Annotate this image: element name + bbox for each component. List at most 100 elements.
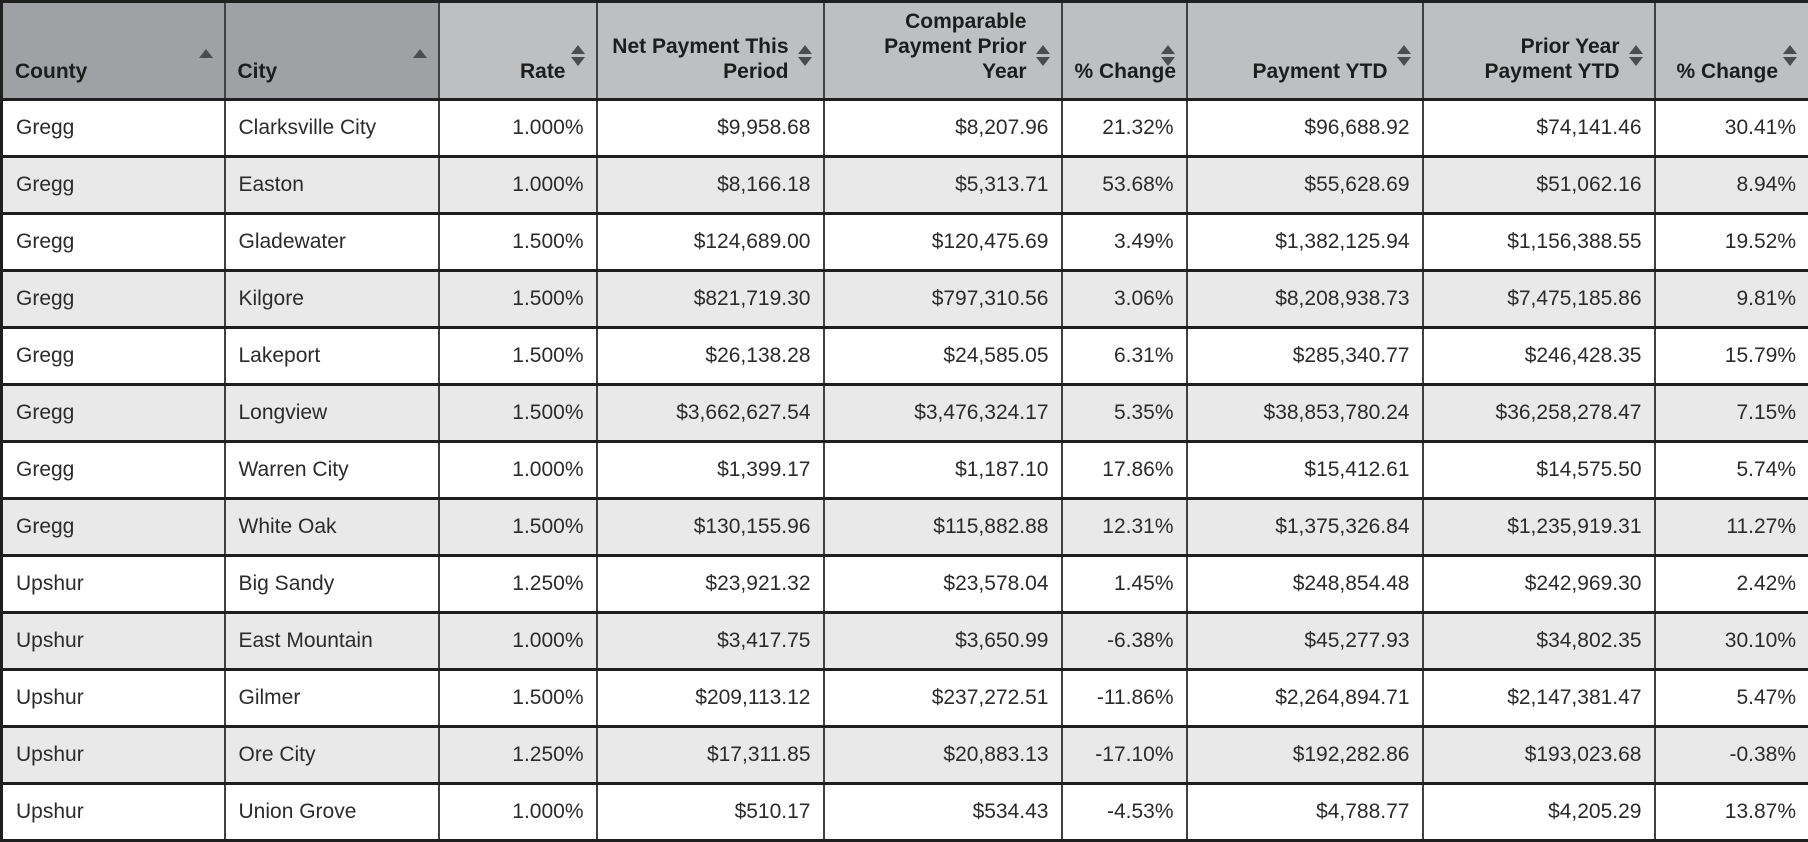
column-header-label: County [15,60,87,83]
cell-county-0: Gregg [2,384,225,441]
cell-city-1: Ore City [225,726,439,783]
cell-city-1: Lakeport [225,327,439,384]
cell-comparable-payment-prior-year-4: $23,578.04 [824,555,1062,612]
cell-change-5: 12.31% [1062,498,1187,555]
cell-change-8: 7.15% [1655,384,1808,441]
cell-rate-2: 1.500% [439,498,597,555]
cell-change-8: 8.94% [1655,156,1808,213]
cell-net-payment-this-period-3: $3,417.75 [597,612,824,669]
cell-rate-2: 1.250% [439,555,597,612]
cell-change-5: -4.53% [1062,783,1187,840]
sort-both-icon [1397,45,1411,66]
cell-change-8: 2.42% [1655,555,1808,612]
cell-payment-ytd-6: $192,282.86 [1187,726,1423,783]
cell-city-1: Big Sandy [225,555,439,612]
cell-city-1: White Oak [225,498,439,555]
cell-comparable-payment-prior-year-4: $8,207.96 [824,99,1062,156]
column-header-net-payment-this-period-3[interactable]: Net Payment This Period [597,2,824,100]
cell-city-1: Kilgore [225,270,439,327]
cell-prior-year-payment-ytd-7: $4,205.29 [1423,783,1655,840]
cell-prior-year-payment-ytd-7: $7,475,185.86 [1423,270,1655,327]
sort-ascending-icon [199,49,213,58]
cell-prior-year-payment-ytd-7: $51,062.16 [1423,156,1655,213]
cell-payment-ytd-6: $38,853,780.24 [1187,384,1423,441]
cell-change-8: 5.74% [1655,441,1808,498]
cell-county-0: Gregg [2,156,225,213]
cell-county-0: Upshur [2,726,225,783]
cell-net-payment-this-period-3: $130,155.96 [597,498,824,555]
cell-county-0: Upshur [2,669,225,726]
column-header-rate-2[interactable]: Rate [439,2,597,100]
cell-comparable-payment-prior-year-4: $3,650.99 [824,612,1062,669]
cell-county-0: Gregg [2,327,225,384]
cell-payment-ytd-6: $8,208,938.73 [1187,270,1423,327]
column-header-comparable-payment-prior-year-4[interactable]: Comparable Payment Prior Year [824,2,1062,100]
cell-change-8: 19.52% [1655,213,1808,270]
cell-change-8: 30.41% [1655,99,1808,156]
cell-payment-ytd-6: $285,340.77 [1187,327,1423,384]
cell-prior-year-payment-ytd-7: $246,428.35 [1423,327,1655,384]
column-header-change-8[interactable]: % Change [1655,2,1808,100]
cell-payment-ytd-6: $15,412.61 [1187,441,1423,498]
cell-city-1: Warren City [225,441,439,498]
cell-county-0: Gregg [2,213,225,270]
cell-change-8: -0.38% [1655,726,1808,783]
cell-net-payment-this-period-3: $26,138.28 [597,327,824,384]
cell-comparable-payment-prior-year-4: $237,272.51 [824,669,1062,726]
cell-payment-ytd-6: $55,628.69 [1187,156,1423,213]
cell-payment-ytd-6: $2,264,894.71 [1187,669,1423,726]
column-header-city-1[interactable]: City [225,2,439,100]
cell-city-1: East Mountain [225,612,439,669]
column-header-county-0[interactable]: County [2,2,225,100]
cell-rate-2: 1.500% [439,327,597,384]
cell-rate-2: 1.000% [439,99,597,156]
cell-change-8: 5.47% [1655,669,1808,726]
cell-comparable-payment-prior-year-4: $3,476,324.17 [824,384,1062,441]
column-header-prior-year-payment-ytd-7[interactable]: Prior Year Payment YTD [1423,2,1655,100]
cell-comparable-payment-prior-year-4: $5,313.71 [824,156,1062,213]
cell-net-payment-this-period-3: $9,958.68 [597,99,824,156]
cell-net-payment-this-period-3: $17,311.85 [597,726,824,783]
cell-change-5: -6.38% [1062,612,1187,669]
cell-city-1: Gladewater [225,213,439,270]
cell-payment-ytd-6: $248,854.48 [1187,555,1423,612]
cell-rate-2: 1.500% [439,384,597,441]
cell-county-0: Gregg [2,441,225,498]
cell-net-payment-this-period-3: $209,113.12 [597,669,824,726]
cell-net-payment-this-period-3: $1,399.17 [597,441,824,498]
column-header-label: Comparable Payment Prior Year [884,10,1026,83]
cell-prior-year-payment-ytd-7: $36,258,278.47 [1423,384,1655,441]
cell-rate-2: 1.000% [439,612,597,669]
cell-change-8: 9.81% [1655,270,1808,327]
cell-city-1: Union Grove [225,783,439,840]
cell-prior-year-payment-ytd-7: $2,147,381.47 [1423,669,1655,726]
sort-both-icon [571,45,585,66]
sort-ascending-icon [413,49,427,58]
column-header-label: City [238,60,278,83]
cell-change-8: 11.27% [1655,498,1808,555]
cell-comparable-payment-prior-year-4: $115,882.88 [824,498,1062,555]
cell-change-5: 6.31% [1062,327,1187,384]
cell-prior-year-payment-ytd-7: $1,235,919.31 [1423,498,1655,555]
cell-county-0: Upshur [2,612,225,669]
column-header-payment-ytd-6[interactable]: Payment YTD [1187,2,1423,100]
sort-both-icon [1783,45,1797,66]
cell-net-payment-this-period-3: $8,166.18 [597,156,824,213]
sort-both-icon [1036,45,1050,66]
column-header-change-5[interactable]: % Change [1062,2,1187,100]
cell-comparable-payment-prior-year-4: $1,187.10 [824,441,1062,498]
